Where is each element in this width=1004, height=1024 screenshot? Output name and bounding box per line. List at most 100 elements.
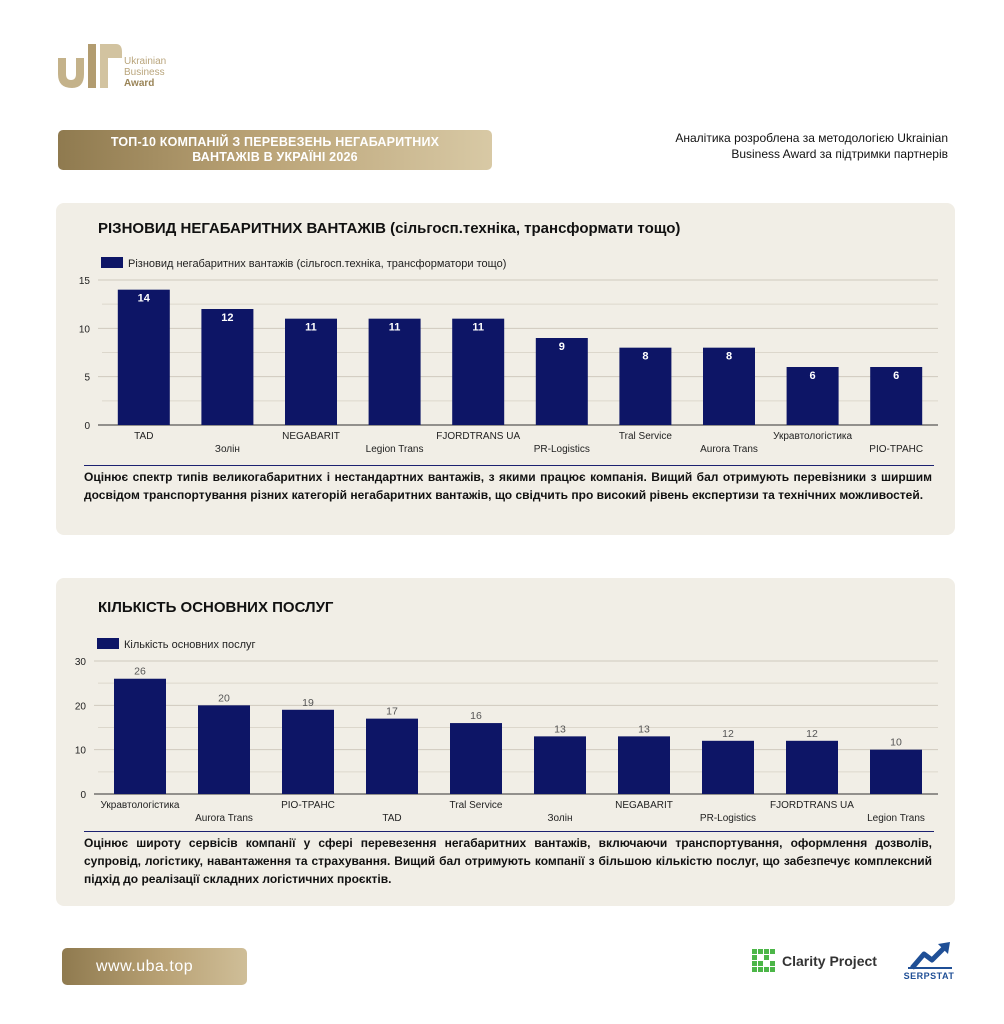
bar bbox=[702, 740, 754, 794]
bar bbox=[870, 749, 922, 794]
y-tick-label: 30 bbox=[75, 657, 87, 668]
services-count-panel: КІЛЬКІСТЬ ОСНОВНИХ ПОСЛУГ Кількість осно… bbox=[56, 578, 955, 906]
x-tick-label: FJORDTRANS UA bbox=[436, 431, 520, 442]
data-label: 10 bbox=[890, 737, 902, 749]
serpstat-logo: SERPSTAT bbox=[898, 940, 960, 984]
data-label: 9 bbox=[559, 341, 565, 353]
bar bbox=[619, 347, 672, 425]
x-tick-label: Золін bbox=[215, 444, 240, 455]
x-tick-label: NEGABARIT bbox=[615, 800, 673, 811]
methodology-credit: Аналітика розроблена за методологією Ukr… bbox=[628, 130, 948, 162]
y-tick-label: 0 bbox=[84, 421, 90, 432]
serpstat-label: SERPSTAT bbox=[903, 971, 955, 981]
bar bbox=[703, 347, 755, 425]
y-tick-label: 20 bbox=[75, 701, 87, 712]
data-label: 13 bbox=[554, 723, 566, 735]
data-label: 19 bbox=[302, 697, 314, 709]
bar bbox=[786, 740, 838, 794]
credit-line-1: Аналітика розроблена за методологією Ukr… bbox=[675, 131, 948, 145]
website-link[interactable]: www.uba.top bbox=[62, 948, 247, 985]
bar bbox=[198, 705, 250, 794]
x-tick-label: Aurora Trans bbox=[700, 444, 758, 455]
y-tick-label: 0 bbox=[80, 790, 86, 801]
x-tick-label: FJORDTRANS UA bbox=[770, 800, 854, 811]
clarity-project-label: Clarity Project bbox=[782, 953, 877, 969]
section-divider bbox=[84, 465, 934, 466]
bar bbox=[285, 318, 337, 425]
x-tick-label: Золін bbox=[548, 813, 573, 824]
y-tick-label: 15 bbox=[79, 276, 91, 287]
cargo-types-description: Оцінює спектр типів великогабаритних і н… bbox=[84, 470, 932, 502]
data-label: 26 bbox=[134, 666, 146, 678]
clarity-grid-icon bbox=[752, 949, 775, 972]
data-label: 12 bbox=[806, 728, 818, 740]
data-label: 8 bbox=[726, 351, 732, 363]
data-label: 8 bbox=[642, 351, 648, 363]
legend-swatch bbox=[101, 257, 123, 268]
bar bbox=[282, 709, 334, 794]
x-tick-label: NEGABARIT bbox=[282, 431, 340, 442]
x-tick-label: Legion Trans bbox=[867, 813, 925, 824]
x-tick-label: Укравтологістика bbox=[773, 431, 852, 442]
bar bbox=[368, 318, 421, 425]
logo-line-3: Award bbox=[124, 78, 155, 89]
data-label: 6 bbox=[893, 370, 899, 382]
logo-line-2: Business bbox=[124, 67, 165, 78]
x-tick-label: Tral Service bbox=[450, 800, 503, 811]
logo-line-1: Ukrainian bbox=[124, 56, 167, 67]
x-tick-label: Aurora Trans bbox=[195, 813, 253, 824]
x-tick-label: TAD bbox=[134, 431, 153, 442]
report-title-line-2: ВАНТАЖІВ В УКРАЇНІ 2026 bbox=[192, 150, 358, 164]
bar bbox=[870, 367, 923, 425]
bar bbox=[534, 736, 586, 794]
x-tick-label: PR-Logistics bbox=[534, 444, 590, 455]
data-label: 14 bbox=[138, 293, 151, 305]
x-tick-label: Укравтологістика bbox=[100, 800, 179, 811]
data-label: 12 bbox=[221, 312, 233, 324]
data-label: 11 bbox=[389, 322, 401, 334]
bar bbox=[618, 736, 670, 794]
services-count-description: Оцінює широту сервісів компанії у сфері … bbox=[84, 836, 932, 886]
cargo-types-panel: РІЗНОВИД НЕГАБАРИТНИХ ВАНТАЖІВ (сільгосп… bbox=[56, 203, 955, 535]
x-tick-label: Tral Service bbox=[619, 431, 672, 442]
x-tick-label: РІО-ТРАНС bbox=[869, 444, 923, 455]
clarity-project-logo: Clarity Project bbox=[752, 948, 877, 974]
data-label: 6 bbox=[810, 370, 816, 382]
cargo-types-chart: Різновид негабаритних вантажів (сільгосп… bbox=[79, 257, 938, 455]
data-label: 20 bbox=[218, 692, 230, 704]
report-title-badge: ТОП-10 КОМПАНІЙ З ПЕРЕВЕЗЕНЬ НЕГАБАРИТНИ… bbox=[58, 130, 492, 170]
report-title-line-1: ТОП-10 КОМПАНІЙ З ПЕРЕВЕЗЕНЬ НЕГАБАРИТНИ… bbox=[110, 135, 440, 149]
x-tick-label: Legion Trans bbox=[366, 444, 424, 455]
y-tick-label: 10 bbox=[75, 746, 87, 757]
data-label: 12 bbox=[722, 728, 734, 740]
bar bbox=[366, 718, 418, 794]
legend-label: Кількість основних послуг bbox=[124, 639, 256, 651]
data-label: 11 bbox=[472, 322, 484, 334]
data-label: 17 bbox=[386, 706, 398, 718]
credit-line-2: Business Award за підтримки партнерів bbox=[731, 147, 948, 161]
section-divider bbox=[84, 831, 934, 832]
bar bbox=[201, 309, 254, 425]
bar bbox=[535, 338, 588, 425]
data-label: 11 bbox=[305, 322, 317, 334]
x-tick-label: PR-Logistics bbox=[700, 813, 756, 824]
y-tick-label: 10 bbox=[79, 324, 91, 335]
data-label: 16 bbox=[470, 710, 482, 722]
legend-label: Різновид негабаритних вантажів (сільгосп… bbox=[128, 258, 506, 270]
data-label: 13 bbox=[638, 723, 650, 735]
bar bbox=[786, 367, 839, 425]
legend-swatch bbox=[97, 638, 119, 649]
serpstat-chart-icon bbox=[908, 942, 952, 970]
services-count-title: КІЛЬКІСТЬ ОСНОВНИХ ПОСЛУГ bbox=[98, 599, 334, 616]
bar bbox=[452, 318, 505, 425]
x-tick-label: РІО-ТРАНС bbox=[281, 800, 335, 811]
bar bbox=[114, 678, 166, 794]
cargo-types-title: РІЗНОВИД НЕГАБАРИТНИХ ВАНТАЖІВ (сільгосп… bbox=[98, 220, 681, 237]
bar bbox=[117, 289, 170, 425]
bar bbox=[450, 723, 502, 794]
x-tick-label: TAD bbox=[382, 813, 401, 824]
ukrainian-business-award-logo bbox=[58, 44, 122, 88]
services-count-chart: Кількість основних послуг 0 10 20 30 26 Укравт… bbox=[75, 638, 938, 824]
logo-wordmark: Ukrainian Business Award bbox=[124, 56, 166, 89]
y-tick-label: 5 bbox=[84, 373, 90, 384]
